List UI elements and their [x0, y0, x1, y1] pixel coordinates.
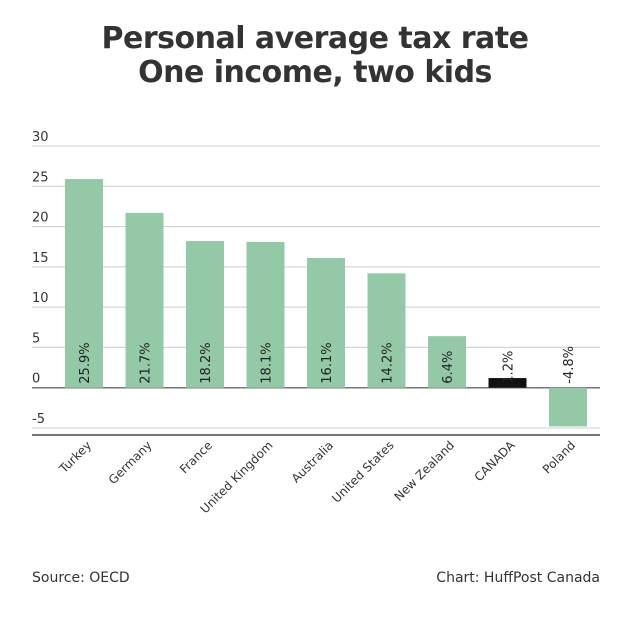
y-tick-label: 15 — [32, 251, 49, 266]
x-tick-label: Poland — [540, 438, 578, 476]
y-tick-label: 0 — [32, 372, 40, 387]
x-tick-label: Germany — [106, 438, 155, 487]
data-label: 14.2% — [381, 342, 396, 383]
x-tick-label: France — [177, 438, 215, 476]
chart-title: Personal average tax rate One income, tw… — [0, 22, 630, 90]
data-label: 25.9% — [78, 342, 93, 383]
source-note: Source: OECD — [32, 570, 130, 586]
chart-title-line-2: One income, two kids — [138, 55, 492, 90]
x-tick-label: Australia — [289, 438, 336, 485]
bar — [428, 336, 466, 388]
data-label: -4.8% — [562, 346, 577, 384]
x-tick-label: Turkey — [56, 438, 94, 476]
x-tick-label: United States — [329, 438, 396, 505]
y-tick-label: 30 — [32, 130, 49, 145]
y-tick-label: 25 — [32, 170, 49, 185]
y-tick-label: 20 — [32, 211, 49, 226]
chart-credit: Chart: HuffPost Canada — [436, 570, 600, 586]
data-label: 16.1% — [320, 342, 335, 383]
bar — [307, 257, 345, 388]
bar — [549, 387, 587, 427]
x-tick-label: CANADA — [472, 438, 519, 485]
data-label: 18.2% — [199, 342, 214, 383]
y-tick-label: 5 — [32, 331, 40, 346]
y-tick-label: 10 — [32, 291, 49, 306]
bar — [125, 212, 164, 388]
data-label: 21.7% — [139, 342, 154, 383]
data-label: 6.4% — [441, 351, 456, 384]
bar — [186, 241, 224, 388]
data-label: 18.1% — [260, 342, 275, 383]
bar — [246, 241, 285, 388]
x-tick-label: New Zealand — [391, 438, 457, 504]
bar — [367, 273, 406, 388]
y-tick-label: -5 — [32, 412, 45, 427]
chart-title-line-1: Personal average tax rate — [101, 21, 529, 56]
data-label: 1.2% — [502, 351, 517, 384]
bar — [488, 378, 527, 388]
bar — [65, 179, 103, 388]
